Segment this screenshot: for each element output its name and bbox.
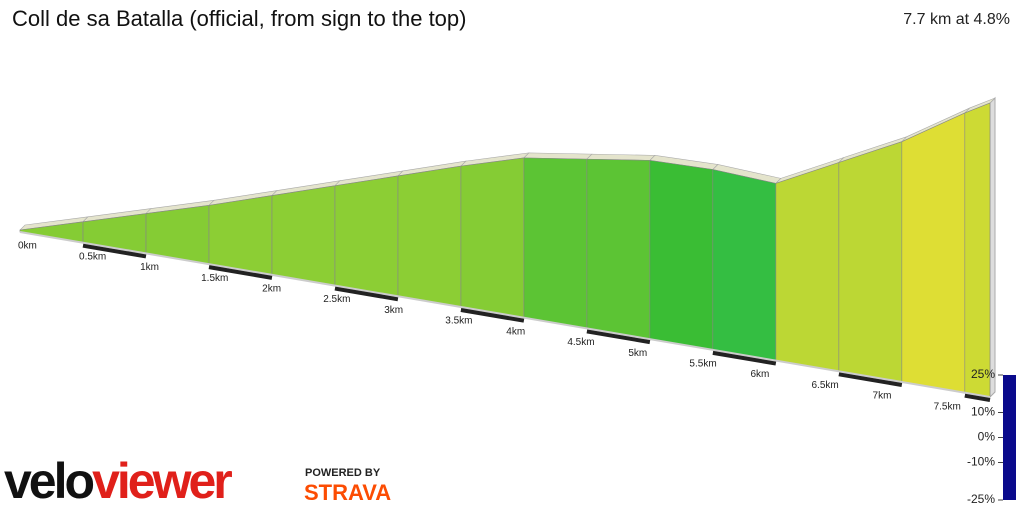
powered-by: POWERED BY	[305, 467, 381, 479]
segment	[271, 185, 336, 286]
segment	[964, 102, 991, 398]
scale-bar	[838, 372, 903, 387]
x-tick-label: 0km	[18, 241, 37, 252]
x-tick-label: 6km	[750, 369, 769, 380]
x-tick-label: 1km	[140, 262, 159, 273]
scale-bar	[82, 243, 147, 259]
segment	[523, 157, 588, 329]
x-tick-label: 7km	[873, 391, 892, 402]
x-tick-label: 3km	[384, 305, 403, 316]
segment	[397, 165, 462, 308]
ground-line	[19, 231, 991, 398]
segment	[901, 112, 966, 394]
scale-bar	[334, 286, 399, 302]
x-tick-label: 3.5km	[445, 316, 472, 327]
chart-title: Coll de sa Batalla (official, from sign …	[12, 6, 466, 31]
segment	[334, 175, 399, 297]
end-wall	[989, 96, 996, 399]
x-tick-label: 2km	[262, 283, 281, 294]
x-tick-label: 0.5km	[79, 251, 106, 262]
x-tick-label: 5.5km	[689, 358, 716, 369]
x-tick-label: 1.5km	[201, 273, 228, 284]
segment	[586, 158, 651, 340]
logo: veloviewer	[4, 453, 232, 509]
colorbar-label: -10%	[967, 455, 995, 469]
x-tick-label: 4km	[506, 326, 525, 337]
x-tick-label: 5km	[628, 348, 647, 359]
x-tick-label: 2.5km	[323, 294, 350, 305]
summary: 7.7 km at 4.8%	[903, 11, 1010, 28]
scale-bar	[586, 329, 651, 345]
logo-part: velo	[4, 453, 94, 509]
colorbar-label: 25%	[971, 367, 995, 381]
scale-bar	[460, 308, 525, 323]
x-tick-label: 7.5km	[934, 401, 961, 412]
colorbar-label: 10%	[971, 405, 995, 419]
x-tick-label: 6.5km	[812, 380, 839, 391]
strava-logo: STRAVA	[304, 480, 391, 505]
scale-bar	[208, 265, 273, 280]
scale-bar	[964, 393, 991, 402]
segment	[649, 160, 714, 351]
logo-part: viewer	[92, 453, 232, 509]
scale-bar	[712, 350, 777, 366]
colorbar-label: 0%	[978, 430, 996, 444]
x-tick-label: 4.5km	[567, 337, 594, 348]
segment	[838, 141, 903, 383]
segment	[208, 195, 273, 276]
segment	[712, 169, 777, 361]
colorbar-label: -25%	[967, 492, 995, 506]
segment	[460, 157, 525, 319]
segment	[775, 162, 840, 372]
colorbar	[1003, 375, 1016, 500]
